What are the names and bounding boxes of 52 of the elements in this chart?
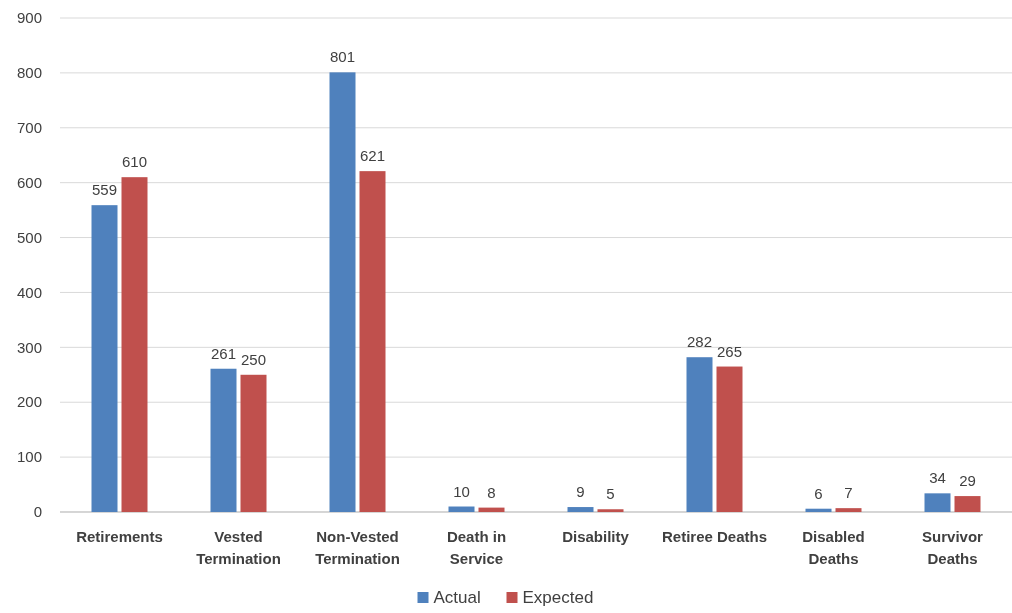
data-label: 801 (329, 48, 356, 66)
bar (329, 72, 356, 512)
data-label: 610 (121, 153, 148, 171)
bar (805, 508, 832, 512)
bar (240, 374, 267, 512)
bar (835, 508, 862, 512)
x-tick-label: Vested Termination (196, 528, 281, 567)
data-label: 5 (606, 485, 615, 503)
data-label: 9 (576, 483, 585, 501)
x-tick-label: Retirements (76, 528, 163, 545)
bar (121, 177, 148, 512)
bar (448, 506, 475, 512)
y-tick-label: 100 (16, 448, 42, 466)
bar (359, 171, 386, 512)
data-label: 250 (240, 350, 267, 368)
data-label: 265 (716, 342, 743, 360)
y-tick-label: 0 (33, 503, 42, 521)
data-label: 6 (814, 484, 823, 502)
y-tick-label: 400 (16, 283, 42, 301)
data-label: 559 (91, 181, 118, 199)
y-tick-label: 600 (16, 173, 42, 191)
y-tick-label: 300 (16, 338, 42, 356)
data-label: 10 (453, 482, 470, 500)
x-tick-label: Disability (562, 528, 630, 545)
x-tick-label: Non-Vested Termination (315, 528, 400, 567)
x-tick-label: Retiree Deaths (661, 528, 768, 545)
bar (210, 368, 237, 512)
y-tick-label: 800 (16, 64, 42, 82)
bar (597, 509, 624, 512)
y-tick-label: 700 (16, 119, 42, 137)
data-label: 261 (210, 344, 237, 362)
y-tick-label: 200 (16, 393, 42, 411)
data-label: 29 (959, 472, 976, 490)
data-label: 34 (929, 469, 946, 487)
bar (716, 366, 743, 512)
x-tick-label: Disabled Deaths (802, 528, 865, 567)
y-tick-label: 500 (16, 228, 42, 246)
data-label: 621 (359, 147, 386, 165)
bar (924, 493, 951, 512)
legend-label: Actual (433, 588, 481, 607)
bar (686, 357, 713, 512)
bar (91, 205, 118, 512)
bar (567, 507, 594, 512)
data-label: 7 (844, 484, 853, 502)
data-label: 282 (686, 333, 713, 351)
bar (478, 507, 505, 512)
y-tick-label: 900 (16, 9, 42, 27)
bar (954, 496, 981, 512)
data-label: 8 (487, 483, 496, 501)
x-tick-label: Death in Service (446, 528, 507, 567)
legend-label: Expected (522, 588, 594, 607)
x-tick-label: Survivor Deaths (922, 528, 984, 567)
